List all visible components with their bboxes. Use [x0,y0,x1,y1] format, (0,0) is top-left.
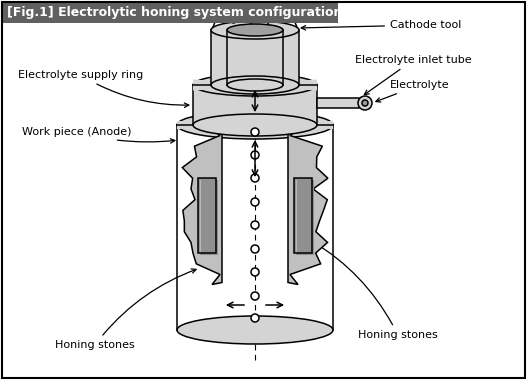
Text: Electrolyte supply ring: Electrolyte supply ring [18,70,189,108]
Polygon shape [193,85,317,125]
Text: Work piece (Anode): Work piece (Anode) [22,127,175,143]
Polygon shape [182,125,222,285]
FancyBboxPatch shape [296,179,314,255]
Ellipse shape [211,21,299,39]
Circle shape [251,151,259,159]
Polygon shape [177,120,193,130]
Text: [Fig.1] Electrolytic honing system configuration: [Fig.1] Electrolytic honing system confi… [7,6,343,19]
Ellipse shape [227,24,283,36]
Ellipse shape [193,74,317,96]
Circle shape [251,268,259,276]
Text: Honing stones: Honing stones [314,242,438,340]
Ellipse shape [177,316,333,344]
Polygon shape [211,30,299,85]
Circle shape [251,221,259,229]
Polygon shape [317,120,333,130]
Ellipse shape [193,114,317,136]
Text: Honing stones: Honing stones [55,269,196,350]
Text: Electrolyte: Electrolyte [376,80,450,102]
FancyBboxPatch shape [2,2,338,23]
Ellipse shape [211,76,299,94]
FancyBboxPatch shape [317,98,359,108]
Circle shape [251,314,259,322]
Polygon shape [177,125,333,330]
Text: Cathode tool: Cathode tool [301,20,461,30]
Circle shape [251,245,259,253]
Polygon shape [193,79,211,90]
Circle shape [251,292,259,300]
FancyBboxPatch shape [198,177,216,252]
Polygon shape [288,125,328,285]
Circle shape [251,128,259,136]
Circle shape [251,174,259,182]
Ellipse shape [177,111,333,139]
Circle shape [362,100,368,106]
Circle shape [251,198,259,206]
FancyBboxPatch shape [200,179,218,255]
Polygon shape [299,79,317,90]
Text: Electrolyte inlet tube: Electrolyte inlet tube [355,55,472,95]
Circle shape [358,96,372,110]
FancyBboxPatch shape [294,177,312,252]
